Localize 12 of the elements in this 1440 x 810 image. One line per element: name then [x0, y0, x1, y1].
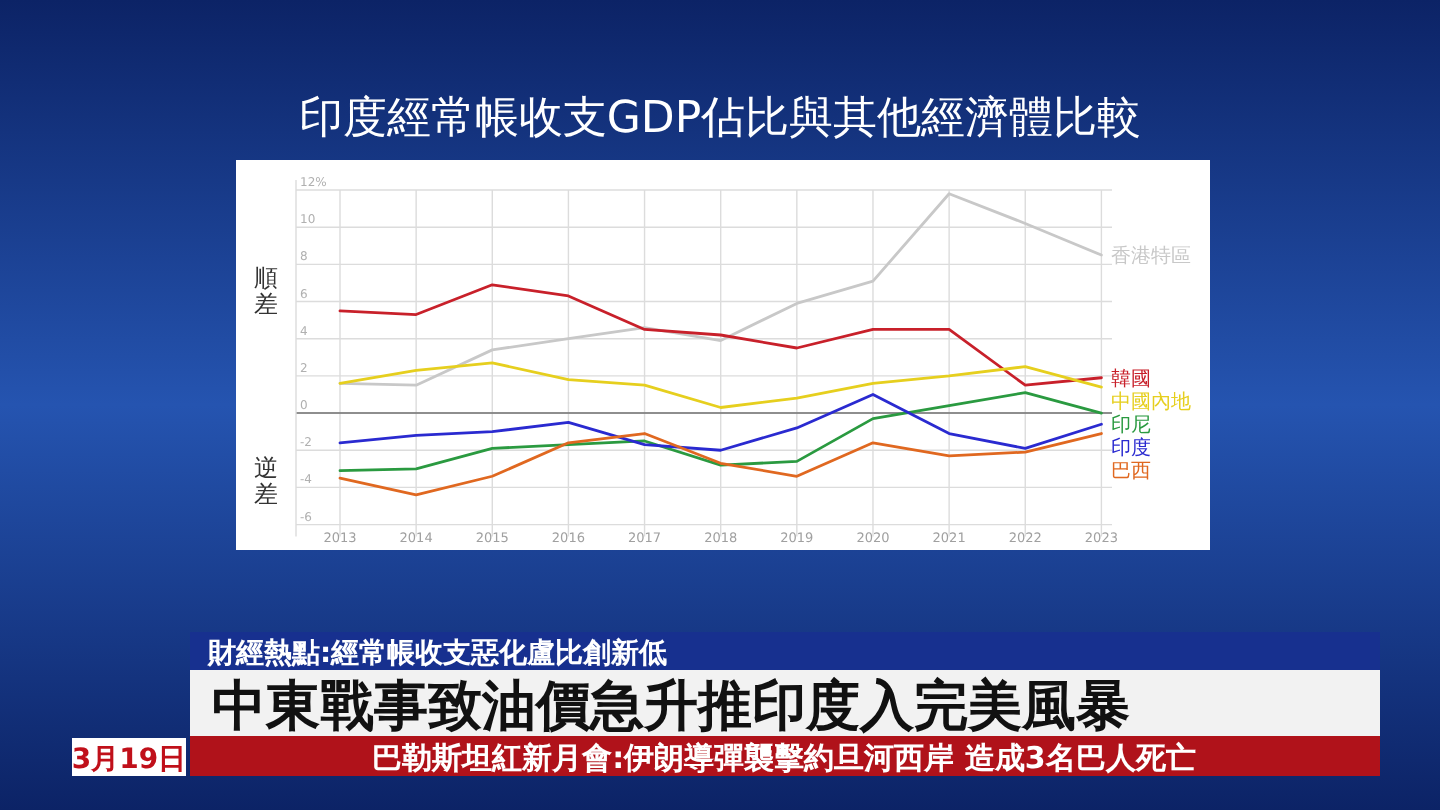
- text: 逆差: [254, 454, 278, 508]
- series-label: 韓國: [1111, 366, 1152, 391]
- series-label: 印度: [1111, 435, 1152, 460]
- chart-title: 印度經常帳收支GDP佔比與其他經濟體比較: [298, 94, 1142, 144]
- series-label: 印尼: [1111, 412, 1152, 437]
- series-label: 巴西: [1111, 460, 1152, 483]
- series-label: 中國內地: [1111, 389, 1192, 414]
- text: 順差: [254, 264, 278, 318]
- text: 3月19日: [71, 744, 187, 776]
- text: 財經熱點:經常帳收支惡化盧比創新低: [206, 636, 668, 670]
- text: 中東戰事致油價急升推印度入完美風暴: [212, 676, 1130, 738]
- text: 巴勒斯坦紅新月會:伊朗導彈襲擊約旦河西岸 造成3名巴人死亡: [372, 740, 1196, 776]
